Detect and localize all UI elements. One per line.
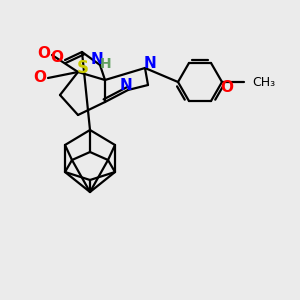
Text: N: N [91,52,103,68]
Text: O: O [34,70,46,86]
Text: O: O [38,46,50,61]
Text: S: S [77,59,89,77]
Text: N: N [144,56,156,71]
Text: CH₃: CH₃ [252,76,275,88]
Text: O: O [50,50,64,65]
Text: O: O [220,80,233,94]
Text: H: H [100,57,112,71]
Text: N: N [120,77,132,92]
